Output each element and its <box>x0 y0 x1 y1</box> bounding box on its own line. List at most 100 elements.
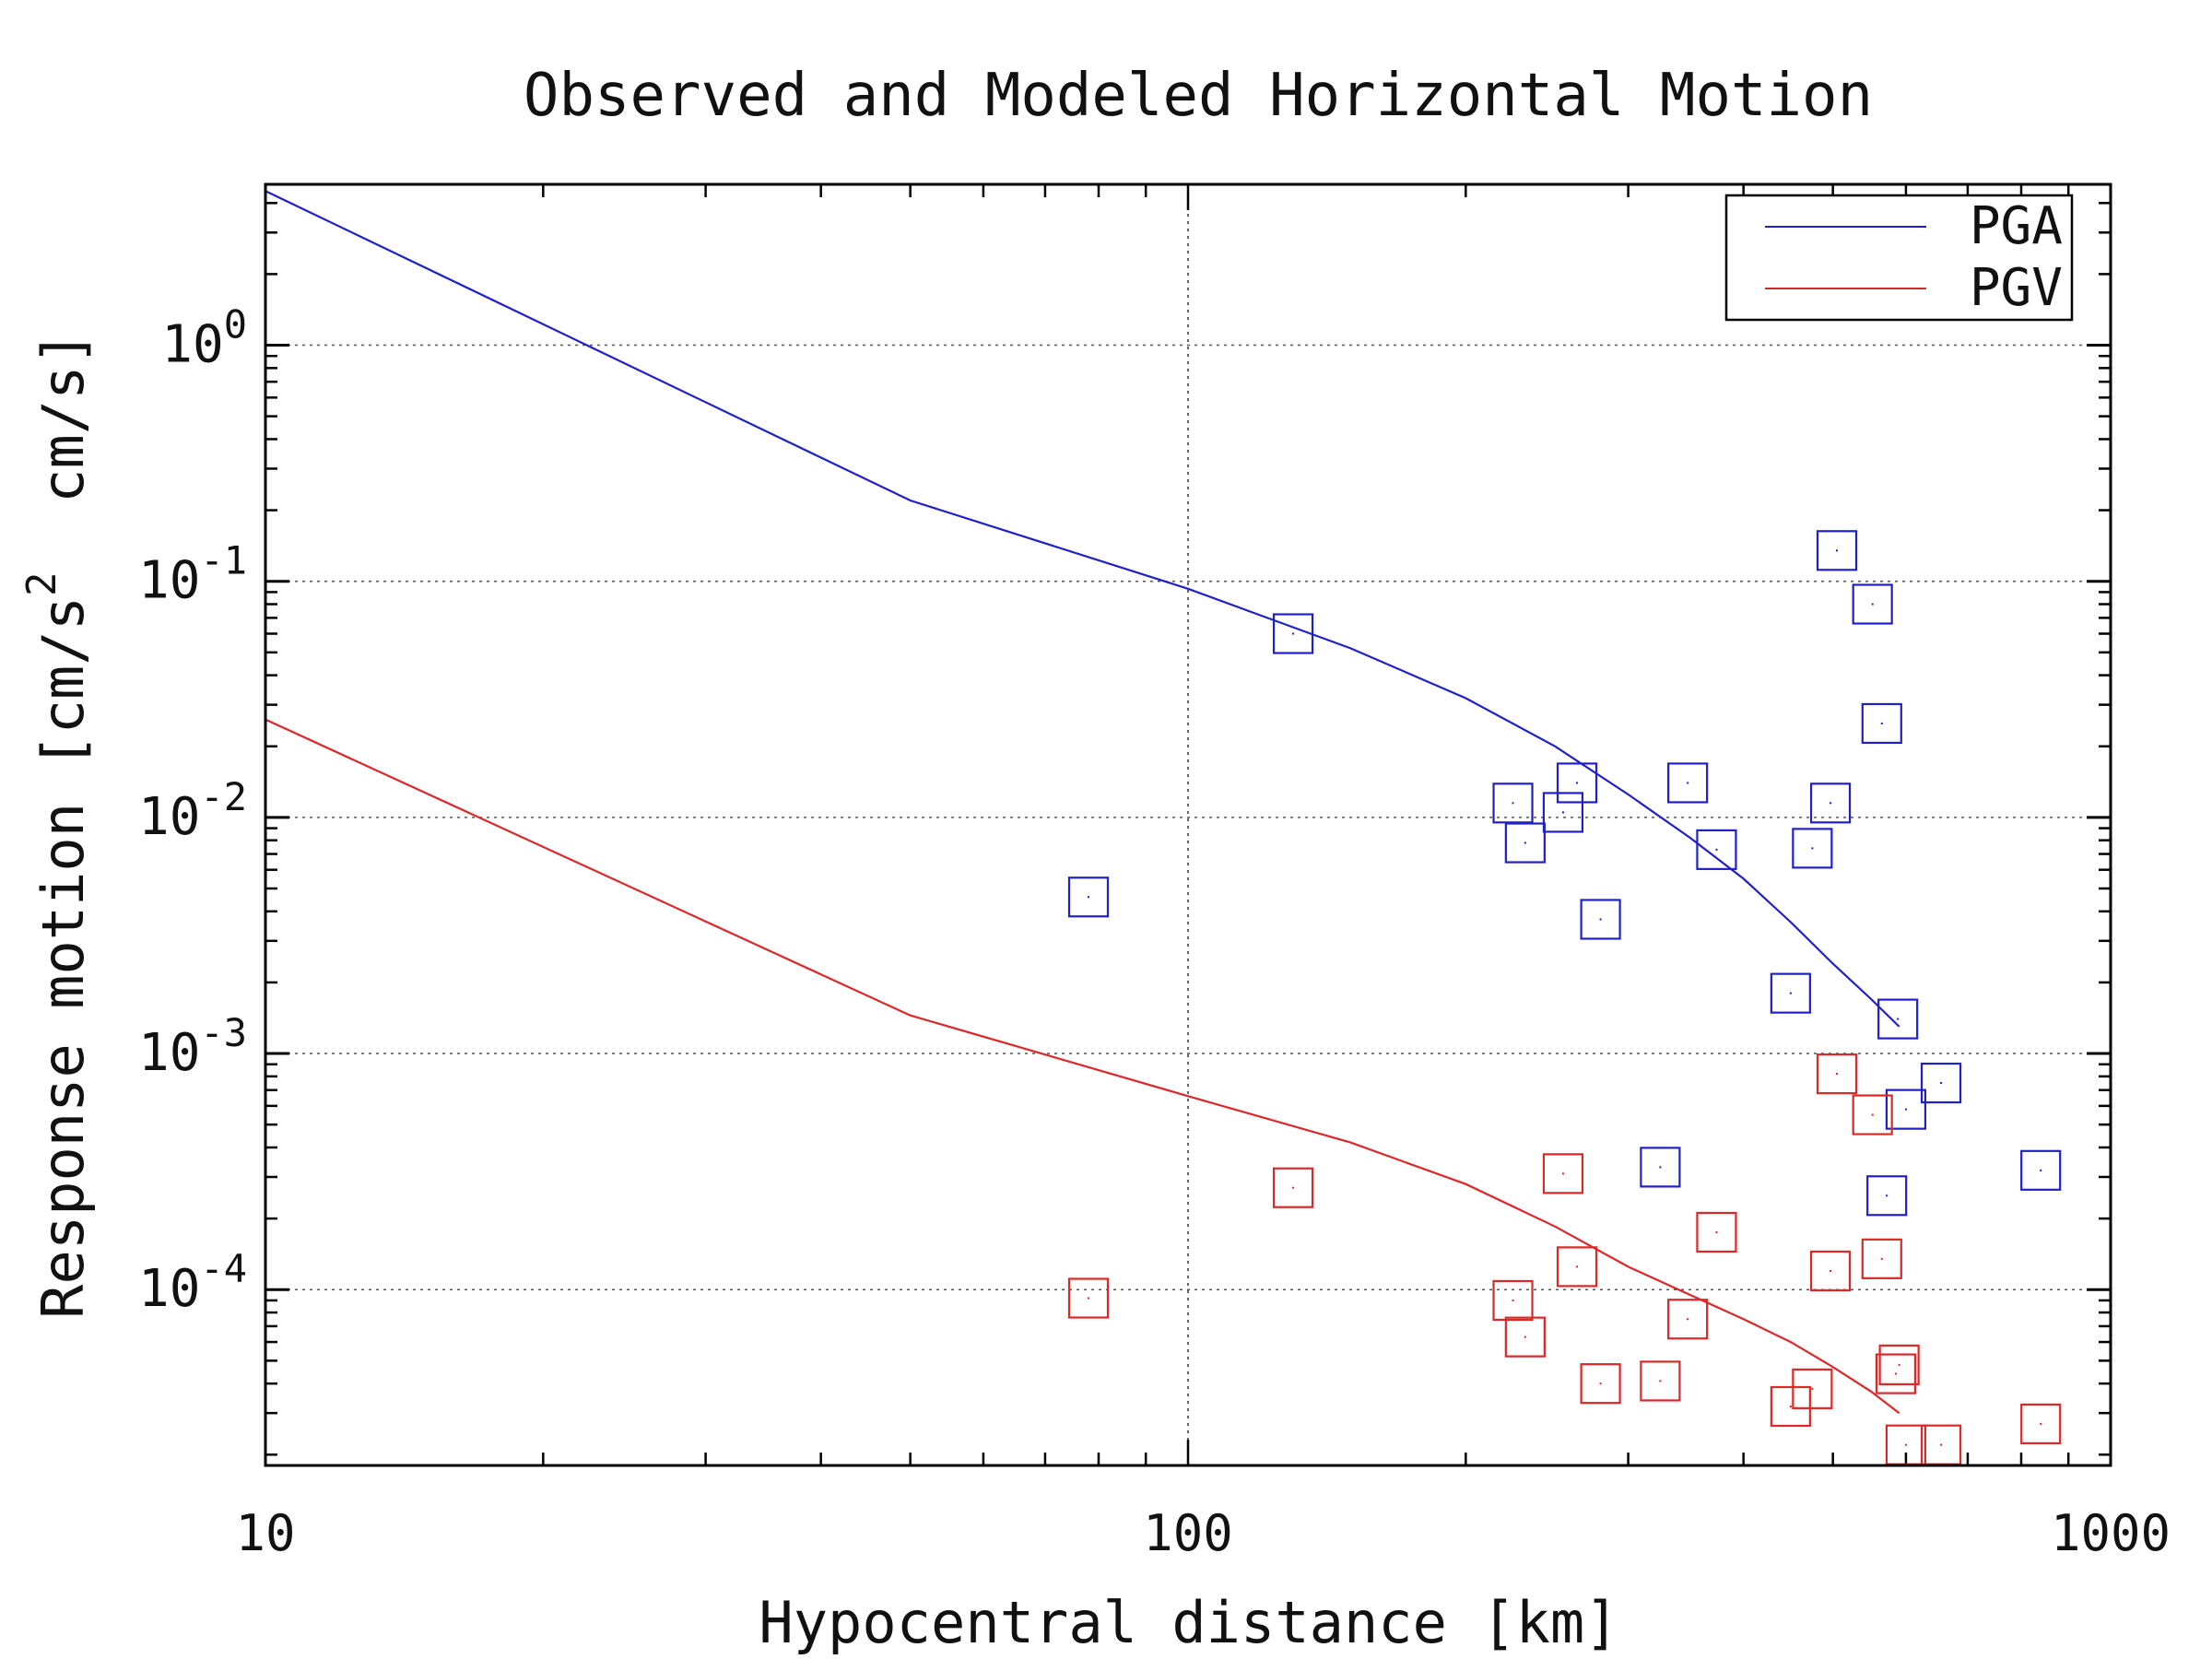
observed-point-pgv <box>1816 1053 1858 1095</box>
minor-ticks <box>264 184 2111 1465</box>
observed-point-center-pga <box>1087 896 1089 899</box>
x-tick-label: 10 <box>235 1504 295 1562</box>
observed-point-center-pga <box>1512 802 1514 805</box>
observed-point-pga <box>1770 972 1811 1014</box>
y-tick-exponent: 0 <box>224 302 247 347</box>
observed-point-pgv <box>1542 1153 1584 1194</box>
x-tick-labels: 10 100 1000 <box>235 1504 2171 1562</box>
series-pga <box>265 190 2062 1217</box>
y-tick-base: 10 <box>138 1259 200 1319</box>
observed-point-pga <box>2020 1149 2062 1191</box>
observed-point-pgv <box>1852 1094 1893 1135</box>
observed-point-pgv <box>1792 1368 1833 1409</box>
y-tick-label: 10-4 <box>138 1246 247 1319</box>
observed-point-pgv <box>1492 1279 1534 1322</box>
observed-point-pga <box>1861 702 1902 745</box>
observed-point-pga <box>1696 829 1737 870</box>
observed-point-center-pgv <box>1561 1172 1564 1175</box>
observed-point-center-pga <box>2040 1169 2042 1171</box>
observed-point-center-pgv <box>1659 1380 1662 1382</box>
y-tick-label: 10-2 <box>138 774 247 847</box>
chart-title: Observed and Modeled Horizontal Motion <box>524 62 1873 130</box>
y-axis-label-suffix: cm/s] <box>29 331 97 571</box>
observed-point-pgv <box>1770 1385 1811 1428</box>
observed-point-center-pga <box>1871 603 1874 606</box>
observed-point-center-pgv <box>2040 1422 2042 1425</box>
observed-point-center-pgv <box>1898 1363 1900 1366</box>
observed-point-center-pga <box>1524 841 1526 844</box>
observed-point-center-pgv <box>1715 1230 1718 1233</box>
observed-point-pga <box>1542 792 1584 833</box>
observed-point-center-pgv <box>1292 1186 1295 1189</box>
observed-point-pga <box>1580 899 1621 940</box>
observed-point-center-pgv <box>1687 1318 1689 1321</box>
observed-point-pga <box>1640 1147 1681 1188</box>
observed-point-center-pgv <box>1894 1372 1897 1375</box>
y-axis-label-prefix: Response motion [cm/s <box>29 596 97 1319</box>
observed-point-center-pga <box>1940 1082 1943 1085</box>
observed-point-center-pga <box>1789 992 1792 994</box>
legend-box <box>1724 194 2074 322</box>
observed-point-center-pga <box>1659 1166 1662 1169</box>
x-tick-label: 100 <box>1143 1504 1233 1562</box>
y-tick-label: 10-1 <box>138 538 247 611</box>
observed-point-center-pga <box>1886 1194 1888 1197</box>
observed-point-center-pgv <box>1576 1265 1579 1268</box>
observed-point-center-pga <box>1292 632 1295 635</box>
observed-point-center-pgv <box>1599 1382 1602 1385</box>
y-tick-base: 10 <box>138 1023 200 1083</box>
observed-point-center-pga <box>1715 848 1718 851</box>
observed-point-pgv <box>1504 1316 1546 1358</box>
observed-point-pgv <box>1580 1363 1621 1405</box>
y-tick-exponent: -2 <box>200 774 247 819</box>
observed-point-center-pgv <box>1811 1387 1814 1390</box>
plot-frame <box>264 182 2112 1467</box>
observed-point-center-pga <box>1599 918 1602 921</box>
observed-point-pga <box>1885 1088 1927 1130</box>
observed-point-center-pga <box>1830 802 1832 805</box>
observed-point-pga <box>1809 782 1852 824</box>
series-layer <box>265 190 2062 1465</box>
observed-point-pga <box>1667 762 1709 804</box>
y-axis-label-exponent: 2 <box>18 571 65 596</box>
observed-point-center-pgv <box>1871 1113 1874 1116</box>
observed-point-pgv <box>1556 1246 1598 1288</box>
observed-point-pgv <box>1640 1360 1681 1402</box>
observed-point-pga <box>1816 530 1858 571</box>
x-tick-label: 1000 <box>2051 1504 2171 1562</box>
y-tick-exponent: -4 <box>200 1246 247 1291</box>
observed-point-center-pgv <box>1880 1257 1883 1260</box>
observed-point-pga <box>1492 782 1534 824</box>
observed-point-pga <box>1920 1062 1962 1104</box>
observed-point-pgv <box>1667 1299 1709 1340</box>
observed-point-pgv <box>1878 1344 1920 1385</box>
grid-lines <box>265 184 2111 1465</box>
observed-point-center-pgv <box>1789 1405 1792 1407</box>
observed-point-center-pga <box>1811 847 1814 850</box>
observed-point-center-pgv <box>1835 1073 1838 1076</box>
observed-point-pga <box>1877 998 1919 1040</box>
y-tick-base: 10 <box>138 551 200 611</box>
legend-label-pga: PGA <box>1970 196 2063 256</box>
observed-point-pga <box>1556 762 1598 804</box>
observed-point-center-pga <box>1561 811 1564 814</box>
observed-point-pga <box>1272 613 1314 654</box>
y-tick-label: 10-3 <box>138 1010 247 1083</box>
observed-point-pga <box>1504 822 1546 864</box>
observed-point-center-pga <box>1835 549 1838 552</box>
observed-point-pgv <box>1272 1167 1314 1208</box>
x-axis-label: Hypocentral distance [km] <box>759 1589 1618 1656</box>
legend: PGA PGV <box>1724 194 2074 322</box>
observed-point-pgv <box>2020 1403 2062 1444</box>
observed-point-pga <box>1792 828 1833 869</box>
y-tick-base: 10 <box>138 787 200 847</box>
observed-point-pgv <box>1696 1211 1737 1253</box>
legend-label-pgv: PGV <box>1970 258 2063 318</box>
y-tick-exponent: -1 <box>200 538 247 583</box>
observed-point-center-pgv <box>1830 1269 1832 1272</box>
y-tick-exponent: -3 <box>200 1010 247 1055</box>
observed-point-center-pga <box>1576 782 1579 784</box>
observed-point-pgv <box>1875 1353 1917 1394</box>
model-line-pgv <box>265 718 1900 1415</box>
